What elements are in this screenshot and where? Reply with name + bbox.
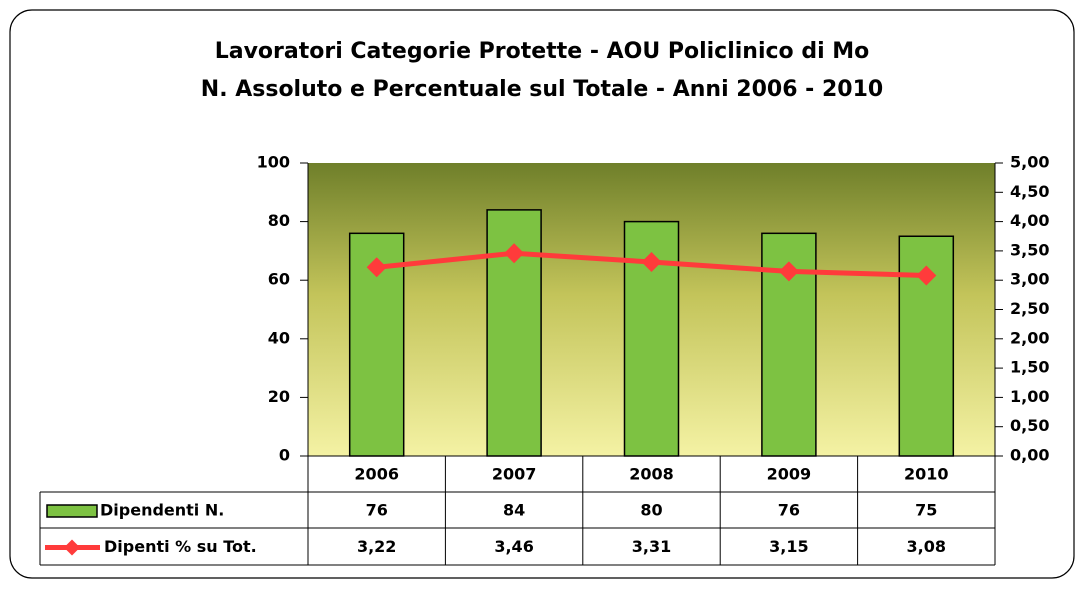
- y2-tick-label: 4,50: [1010, 182, 1049, 201]
- table-value: 76: [366, 501, 388, 520]
- y-tick-label: 40: [268, 328, 290, 347]
- table-value: 76: [778, 501, 800, 520]
- y2-tick-label: 1,00: [1010, 387, 1049, 406]
- table-value: 3,31: [632, 537, 671, 556]
- y2-tick-label: 3,00: [1010, 270, 1049, 289]
- y2-tick-label: 1,50: [1010, 358, 1049, 377]
- y2-tick-label: 2,50: [1010, 299, 1049, 318]
- y-tick-label: 0: [279, 446, 290, 465]
- table-value: 3,15: [769, 537, 808, 556]
- x-tick-label: 2008: [629, 465, 674, 484]
- y2-tick-label: 2,00: [1010, 328, 1049, 347]
- y2-tick-label: 3,50: [1010, 240, 1049, 259]
- y2-tick-label: 5,00: [1010, 153, 1049, 172]
- y2-tick-label: 0,00: [1010, 446, 1049, 465]
- y2-tick-label: 4,00: [1010, 211, 1049, 230]
- legend-label: Dipendenti N.: [100, 501, 224, 520]
- line-marker: [504, 243, 525, 264]
- legend-swatch: [46, 504, 98, 518]
- table-value: 3,46: [494, 537, 533, 556]
- line-marker: [366, 257, 387, 278]
- chart-title: Lavoratori Categorie Protette - AOU Poli…: [215, 39, 870, 64]
- y2-tick-label: 0,50: [1010, 416, 1049, 435]
- table-value: 3,08: [907, 537, 946, 556]
- x-tick-label: 2009: [767, 465, 812, 484]
- table-value: 3,22: [357, 537, 396, 556]
- line-marker: [916, 265, 937, 286]
- y-tick-label: 80: [268, 211, 290, 230]
- y-tick-label: 20: [268, 387, 290, 406]
- chart-subtitle: N. Assoluto e Percentuale sul Totale - A…: [201, 77, 883, 102]
- table-value: 80: [640, 501, 662, 520]
- legend-label: Dipenti % su Tot.: [104, 537, 257, 556]
- table-value: 75: [915, 501, 937, 520]
- line-marker: [641, 252, 662, 273]
- x-tick-label: 2007: [492, 465, 537, 484]
- y-tick-label: 60: [268, 270, 290, 289]
- x-tick-label: 2006: [354, 465, 399, 484]
- y-tick-label: 100: [257, 153, 290, 172]
- legend-swatch: [64, 539, 80, 556]
- x-tick-label: 2010: [904, 465, 949, 484]
- table-value: 84: [503, 501, 525, 520]
- line-marker: [778, 261, 799, 282]
